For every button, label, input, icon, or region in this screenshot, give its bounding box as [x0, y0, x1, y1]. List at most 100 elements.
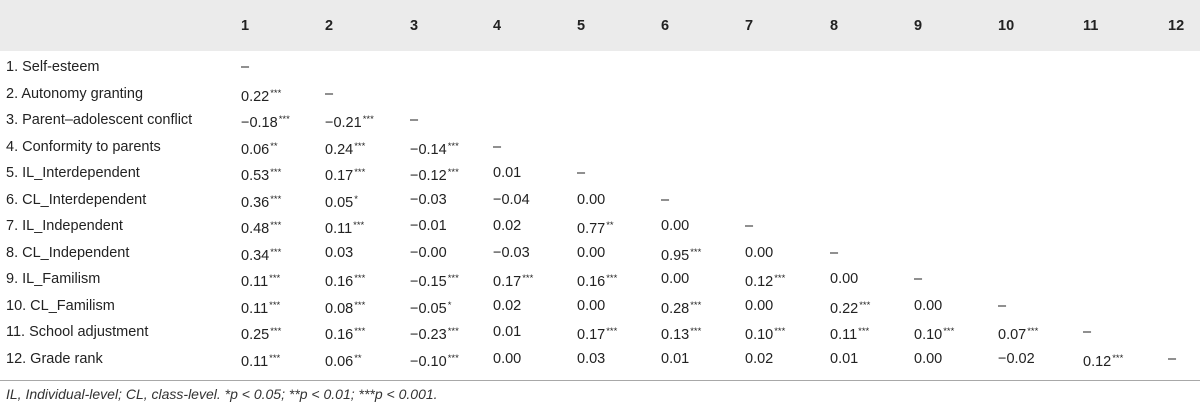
cell-value: 0.17	[325, 168, 354, 184]
table-cell: 0.00	[661, 216, 689, 236]
column-header-1: 1	[241, 18, 250, 34]
table-cell: 0.00	[661, 269, 689, 289]
significance-marker: ***	[447, 326, 459, 337]
column-header-4: 4	[493, 18, 502, 34]
table-cell: −0.18***	[241, 110, 290, 133]
cell-value: 0.95	[661, 247, 690, 264]
cell-value: −0.00	[410, 244, 447, 261]
table-cell: 0.10***	[914, 322, 954, 345]
cell-value: 0.00	[661, 271, 690, 287]
table-cell: 0.22***	[830, 296, 870, 319]
row-label: 3. Parent–adolescent conflict	[6, 112, 193, 128]
table-cell: 0.25***	[241, 322, 281, 345]
table-cell: 0.01	[493, 322, 521, 342]
significance-marker: ***	[269, 352, 281, 364]
row-label: 4. Conformity to parents	[6, 138, 161, 155]
significance-marker: *	[354, 193, 358, 205]
cell-value: –	[325, 85, 334, 102]
cell-value: 0.00	[577, 191, 606, 208]
significance-marker: **	[270, 140, 278, 152]
table-cell: 0.11***	[830, 322, 869, 345]
cell-value: −0.10	[410, 353, 447, 370]
table-cell: −0.03	[493, 243, 530, 263]
significance-marker: ***	[447, 167, 459, 178]
cell-value: 0.53	[241, 168, 270, 184]
table-cell: 0.02	[493, 296, 521, 316]
table-cell: –	[325, 84, 333, 104]
significance-marker: **	[354, 352, 362, 364]
cell-value: 0.05	[325, 194, 354, 211]
cell-value: 0.12	[745, 274, 774, 290]
significance-marker: ***	[353, 220, 365, 231]
cell-value: –	[661, 191, 670, 208]
table-cell: 0.08***	[325, 296, 365, 319]
cell-value: 0.00	[914, 350, 943, 367]
cell-value: 0.00	[745, 297, 774, 314]
cell-value: –	[410, 112, 419, 128]
cell-value: 0.11	[241, 353, 269, 370]
significance-marker: ***	[943, 326, 955, 337]
cell-value: –	[914, 271, 923, 287]
table-bottom-rule	[0, 380, 1200, 381]
cell-value: 0.11	[241, 274, 269, 290]
table-cell: −0.14***	[410, 137, 459, 160]
significance-marker: ***	[354, 140, 366, 152]
significance-marker: ***	[1027, 326, 1039, 337]
row-label: 6. CL_Interdependent	[6, 191, 147, 208]
column-header-11: 11	[1083, 18, 1099, 34]
row-label: 1. Self-esteem	[6, 59, 100, 75]
significance-marker: *	[447, 299, 452, 311]
table-cell: 0.01	[493, 163, 521, 183]
table-cell: −0.05*	[410, 296, 451, 319]
table-cell: 0.01	[661, 349, 689, 369]
cell-value: 0.03	[325, 244, 354, 261]
column-header-6: 6	[661, 18, 670, 34]
cell-value: –	[1083, 324, 1092, 340]
cell-value: 0.36	[241, 194, 270, 211]
table-cell: 0.13***	[661, 322, 701, 345]
cell-value: −0.03	[493, 244, 530, 261]
significance-marker: ***	[354, 273, 366, 284]
table-cell: 0.00	[577, 243, 605, 263]
row-label: 9. IL_Familism	[6, 271, 101, 287]
column-header-10: 10	[998, 18, 1015, 34]
cell-value: –	[241, 59, 250, 75]
row-label: 2. Autonomy granting	[6, 85, 144, 102]
column-header-7: 7	[745, 18, 754, 34]
significance-marker: ***	[270, 87, 282, 99]
cell-value: 0.24	[325, 141, 354, 158]
significance-marker: ***	[354, 167, 366, 178]
column-header-5: 5	[577, 18, 586, 34]
significance-marker: ***	[774, 273, 786, 284]
significance-marker: ***	[690, 246, 702, 258]
significance-marker: ***	[270, 167, 282, 178]
table-cell: 0.00	[914, 349, 942, 369]
cell-value: −0.03	[410, 191, 447, 208]
table-cell: –	[830, 243, 838, 263]
cell-value: −0.05	[410, 300, 447, 317]
table-cell: 0.11***	[241, 269, 280, 292]
table-cell: 0.00	[745, 243, 773, 263]
cell-value: 0.25	[241, 327, 270, 343]
table-cell: 0.02	[745, 349, 773, 369]
table-cell: −0.03	[410, 190, 447, 210]
table-cell: –	[493, 137, 501, 157]
significance-marker: ***	[774, 326, 786, 337]
table-cell: –	[661, 190, 669, 210]
table-cell: 0.28***	[661, 296, 701, 319]
cell-value: 0.02	[493, 218, 522, 234]
table-cell: 0.00	[577, 296, 605, 316]
significance-marker: ***	[269, 299, 281, 311]
table-cell: 0.00	[577, 190, 605, 210]
cell-value: –	[577, 165, 586, 181]
table-cell: –	[1083, 322, 1091, 342]
cell-value: 0.17	[577, 327, 606, 343]
cell-value: –	[830, 244, 839, 261]
table-cell: 0.06**	[325, 349, 362, 372]
cell-value: 0.06	[325, 353, 354, 370]
table-cell: 0.00	[914, 296, 942, 316]
cell-value: 0.10	[914, 327, 943, 343]
significance-marker: ***	[447, 140, 459, 152]
cell-value: 0.48	[241, 221, 270, 237]
table-cell: 0.77**	[577, 216, 614, 239]
